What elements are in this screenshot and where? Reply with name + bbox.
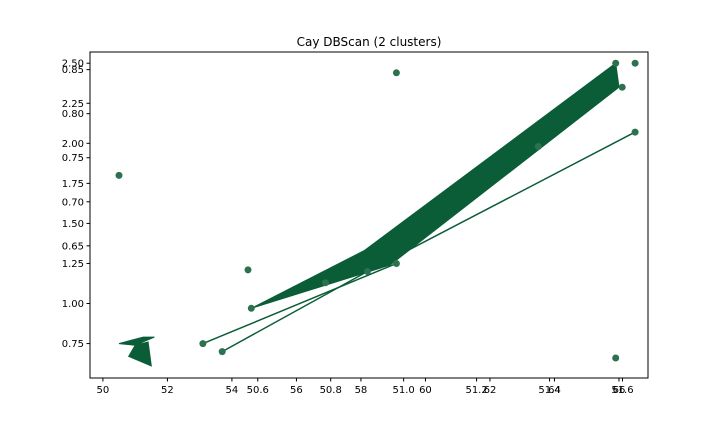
y-tick-label-primary-2: 1.00: [62, 299, 84, 310]
scatter-point-5: [322, 279, 329, 287]
y-tick-label-secondary-2: 0.70: [62, 197, 84, 208]
scatter-point-14: [612, 354, 620, 362]
y-tick-label-primary-6: 2.00: [62, 139, 84, 150]
y-tick-label-primary-3: 1.25: [62, 259, 84, 270]
cluster-line-2: [202, 262, 397, 345]
x-tick-label-secondary-3: 51.0: [393, 385, 415, 396]
x-tick-label-primary-4: 56: [290, 385, 303, 396]
scatter-point-15: [199, 340, 207, 348]
scatter-point-8: [392, 260, 400, 267]
scatter-point-13: [631, 128, 639, 136]
y-tick-label-primary-7: 2.25: [62, 99, 84, 110]
chart-title: Cay DBScan (2 clusters): [297, 35, 442, 49]
y-tick-label-primary-8: 2.50: [62, 59, 84, 70]
x-tick-label-primary-1: 50: [97, 385, 110, 396]
plot-frame: [89, 51, 649, 379]
x-tick-label-primary-7: 62: [484, 385, 497, 396]
x-tick-label-primary-3: 54: [226, 385, 239, 396]
scatter-point-6: [363, 268, 371, 275]
x-tick-label-secondary-2: 50.8: [320, 385, 342, 396]
scatter-point-1: [115, 171, 123, 179]
x-tick-label-primary-9: 66: [613, 385, 626, 396]
x-tick-label-secondary-5: 51.4: [538, 385, 560, 396]
scatter-point-10: [612, 59, 620, 67]
x-tick-label-primary-8: 64: [548, 385, 561, 396]
y-tick-label-secondary-4: 0.80: [62, 109, 84, 120]
scatter-point-4: [247, 304, 255, 312]
axis-ticks: 50 52 54 56 58 60 62 64 66 0.75 1.00 1.25 1.50 1.75 2.…: [62, 59, 634, 396]
scatter-point-7: [392, 69, 400, 77]
y-tick-label-primary-1: 0.75: [62, 339, 84, 350]
scatter-point-3: [244, 266, 252, 274]
x-tick-label-secondary-1: 50.6: [247, 385, 269, 396]
x-tick-label-primary-5: 58: [355, 385, 368, 396]
y-tick-label-primary-4: 1.50: [62, 219, 84, 230]
scatter-point-11: [618, 83, 626, 91]
scatter-point-9: [534, 143, 542, 150]
scatter-point-2: [218, 348, 226, 356]
scatter-point-12: [631, 59, 639, 67]
y-tick-label-secondary-5: 0.85: [62, 65, 84, 76]
y-tick-label-primary-5: 1.75: [62, 179, 84, 190]
y-tick-label-secondary-1: 0.65: [62, 241, 84, 252]
x-tick-label-primary-2: 52: [161, 385, 174, 396]
y-tick-label-secondary-3: 0.75: [62, 153, 84, 164]
x-tick-label-secondary-6: 51.6: [611, 385, 633, 396]
cluster-polygon-2: [118, 336, 155, 367]
x-tick-label-secondary-4: 51.2: [465, 385, 487, 396]
plot-marks: [115, 59, 639, 367]
x-tick-label-primary-6: 60: [419, 385, 432, 396]
